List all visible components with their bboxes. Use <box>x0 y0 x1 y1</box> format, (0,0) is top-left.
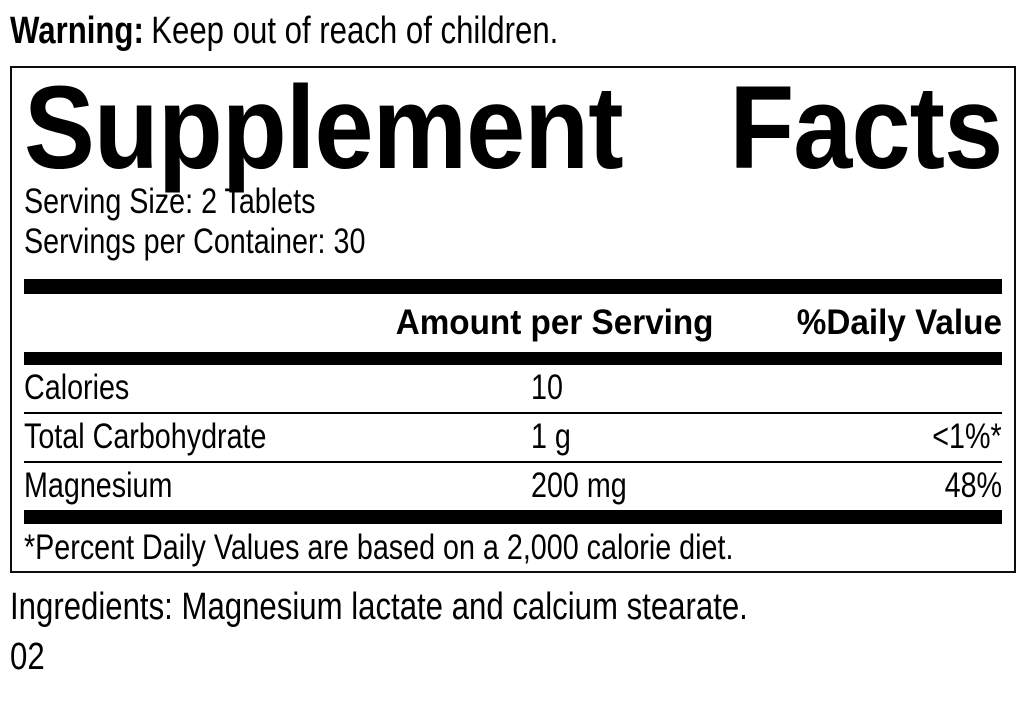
column-header-row: Amount per Serving %Daily Value <box>24 294 1002 352</box>
daily-value-header: %Daily Value <box>796 303 1002 342</box>
nutrient-name: Calories <box>24 368 130 407</box>
nutrient-name: Total Carbohydrate <box>24 417 267 456</box>
panel-title: Supplement Facts <box>24 62 1003 194</box>
nutrient-amount: 10 <box>530 368 563 407</box>
nutrient-daily-value: 48% <box>944 466 1002 505</box>
ingredients-text: Ingredients: Magnesium lactate and calci… <box>10 586 748 628</box>
footer-bar <box>24 510 1002 524</box>
serving-size-line: Serving Size: 2 Tablets <box>24 182 316 221</box>
batch-code: 02 <box>10 636 45 678</box>
header-bottom-bar <box>24 352 1002 365</box>
daily-value-footnote: *Percent Daily Values are based on a 2,0… <box>24 528 734 567</box>
nutrient-row-magnesium: Magnesium 200 mg 48% <box>24 463 1002 510</box>
nutrient-amount: 200 mg <box>530 466 627 505</box>
serving-info: Serving Size: 2 Tablets Servings per Con… <box>24 182 1002 262</box>
servings-per-container-line: Servings per Container: 30 <box>24 222 366 261</box>
amount-per-serving-header: Amount per Serving <box>395 303 714 342</box>
supplement-facts-panel: Supplement Facts Serving Size: 2 Tablets… <box>10 66 1016 573</box>
nutrient-row-calories: Calories 10 <box>24 365 1002 414</box>
nutrient-daily-value: <1%* <box>932 417 1002 456</box>
warning-label: Warning: <box>10 10 144 52</box>
header-top-bar <box>24 279 1002 294</box>
title-word-facts: Facts <box>729 62 1003 194</box>
warning-line-content: Warning: Keep out of reach of children. <box>10 10 558 52</box>
nutrient-row-total-carbohydrate: Total Carbohydrate 1 g <1%* <box>24 414 1002 463</box>
title-word-supplement: Supplement <box>24 62 624 194</box>
nutrient-name: Magnesium <box>24 466 173 505</box>
warning-message: Keep out of reach of children. <box>151 10 559 52</box>
nutrient-amount: 1 g <box>530 417 571 456</box>
warning-text: Warning: Keep out of reach of children. <box>10 10 1024 52</box>
